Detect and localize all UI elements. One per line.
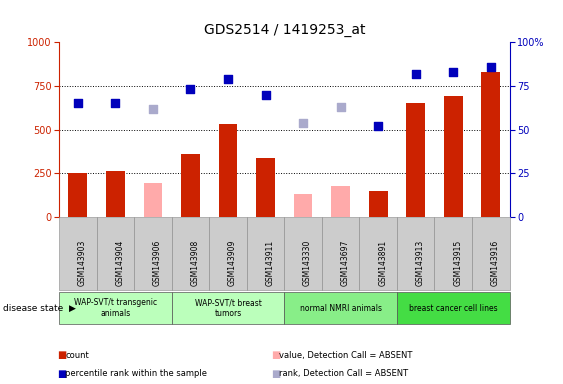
Point — [486, 64, 495, 70]
Text: GSM143909: GSM143909 — [228, 240, 237, 286]
Point — [261, 92, 270, 98]
Text: GSM143908: GSM143908 — [190, 240, 199, 286]
Text: ■: ■ — [57, 369, 66, 379]
Text: GSM143916: GSM143916 — [491, 240, 500, 286]
Point — [374, 123, 383, 129]
Point — [298, 119, 307, 126]
Text: ■: ■ — [57, 350, 66, 360]
Bar — [481, 72, 500, 217]
Text: WAP-SVT/t transgenic
animals: WAP-SVT/t transgenic animals — [74, 298, 157, 318]
Bar — [144, 183, 162, 217]
Point — [186, 86, 195, 93]
Bar — [106, 170, 125, 217]
Bar — [256, 157, 275, 217]
Point — [111, 100, 120, 106]
Point — [449, 69, 458, 75]
Point — [149, 106, 158, 112]
Bar — [369, 191, 387, 217]
Text: GSM143903: GSM143903 — [78, 240, 87, 286]
Text: GSM143913: GSM143913 — [415, 240, 425, 286]
Text: ■: ■ — [271, 350, 280, 360]
Bar — [181, 154, 200, 217]
Text: GSM143915: GSM143915 — [453, 240, 462, 286]
Bar — [294, 194, 312, 217]
Text: GSM143911: GSM143911 — [266, 240, 275, 286]
Text: ■: ■ — [271, 369, 280, 379]
Point — [224, 76, 233, 82]
Text: WAP-SVT/t breast
tumors: WAP-SVT/t breast tumors — [195, 298, 261, 318]
Text: GSM143904: GSM143904 — [115, 240, 124, 286]
Text: rank, Detection Call = ABSENT: rank, Detection Call = ABSENT — [279, 369, 408, 378]
Bar — [218, 124, 238, 217]
Text: percentile rank within the sample: percentile rank within the sample — [65, 369, 207, 378]
Text: GSM143697: GSM143697 — [341, 240, 350, 286]
Text: GSM143330: GSM143330 — [303, 240, 312, 286]
Text: normal NMRI animals: normal NMRI animals — [300, 304, 382, 313]
Text: value, Detection Call = ABSENT: value, Detection Call = ABSENT — [279, 351, 413, 360]
Bar — [69, 173, 87, 217]
Bar — [444, 96, 463, 217]
Point — [411, 71, 420, 77]
Title: GDS2514 / 1419253_at: GDS2514 / 1419253_at — [204, 23, 365, 37]
Text: GSM143906: GSM143906 — [153, 240, 162, 286]
Bar — [406, 103, 425, 217]
Point — [336, 104, 345, 110]
Point — [73, 100, 82, 106]
Text: disease state  ▶: disease state ▶ — [3, 304, 75, 313]
Text: breast cancer cell lines: breast cancer cell lines — [409, 304, 498, 313]
Text: GSM143891: GSM143891 — [378, 240, 387, 286]
Text: count: count — [65, 351, 89, 360]
Bar — [331, 186, 350, 217]
